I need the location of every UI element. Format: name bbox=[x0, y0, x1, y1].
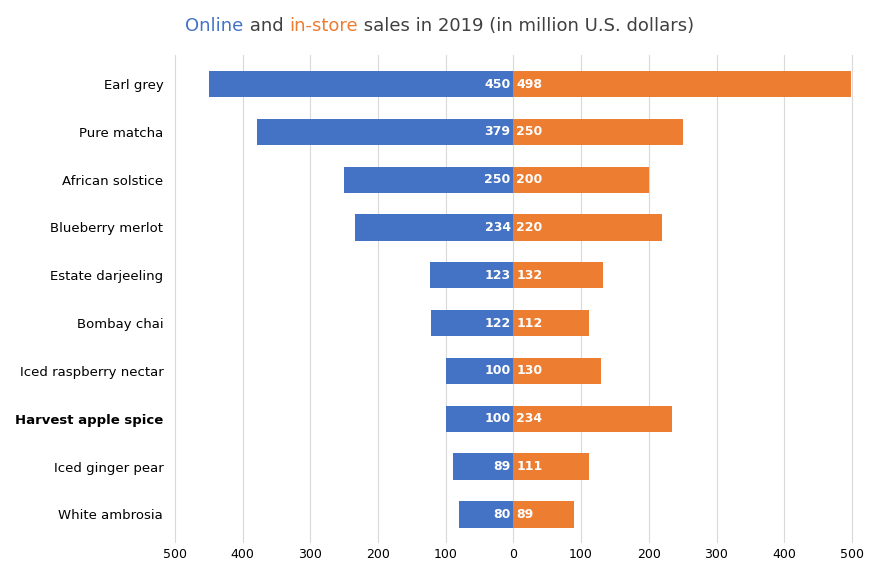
Text: 111: 111 bbox=[515, 460, 542, 473]
Bar bbox=[513, 453, 588, 480]
Text: 220: 220 bbox=[515, 221, 542, 234]
Text: 200: 200 bbox=[515, 173, 542, 186]
Text: 100: 100 bbox=[484, 412, 510, 425]
Bar bbox=[513, 214, 662, 241]
Bar bbox=[513, 310, 588, 336]
Bar bbox=[513, 71, 850, 97]
Bar bbox=[445, 406, 513, 432]
Text: 498: 498 bbox=[515, 78, 542, 90]
Text: 379: 379 bbox=[484, 126, 510, 138]
Text: 112: 112 bbox=[515, 317, 542, 329]
Bar bbox=[430, 310, 513, 336]
Text: 89: 89 bbox=[493, 460, 510, 473]
Text: 250: 250 bbox=[515, 126, 542, 138]
Text: 123: 123 bbox=[484, 269, 510, 282]
Text: and: and bbox=[243, 17, 289, 35]
Bar bbox=[513, 406, 671, 432]
Text: 89: 89 bbox=[515, 508, 533, 521]
Text: sales in 2019 (in million U.S. dollars): sales in 2019 (in million U.S. dollars) bbox=[357, 17, 693, 35]
Bar bbox=[256, 119, 513, 145]
Text: 450: 450 bbox=[484, 78, 510, 90]
Bar bbox=[208, 71, 513, 97]
Text: 132: 132 bbox=[515, 269, 542, 282]
Text: 80: 80 bbox=[493, 508, 510, 521]
Bar bbox=[429, 262, 513, 289]
Bar bbox=[453, 453, 513, 480]
Bar bbox=[355, 214, 513, 241]
Text: Online: Online bbox=[185, 17, 243, 35]
Bar bbox=[513, 166, 648, 193]
Bar bbox=[445, 358, 513, 384]
Text: 234: 234 bbox=[484, 221, 510, 234]
Bar bbox=[513, 358, 601, 384]
Text: 130: 130 bbox=[515, 365, 542, 377]
Bar bbox=[513, 501, 573, 528]
Text: in-store: in-store bbox=[289, 17, 357, 35]
Text: 100: 100 bbox=[484, 365, 510, 377]
Bar bbox=[513, 262, 602, 289]
Text: 250: 250 bbox=[484, 173, 510, 186]
Text: 234: 234 bbox=[515, 412, 542, 425]
Bar bbox=[344, 166, 513, 193]
Bar bbox=[458, 501, 513, 528]
Bar bbox=[513, 119, 682, 145]
Text: 122: 122 bbox=[484, 317, 510, 329]
